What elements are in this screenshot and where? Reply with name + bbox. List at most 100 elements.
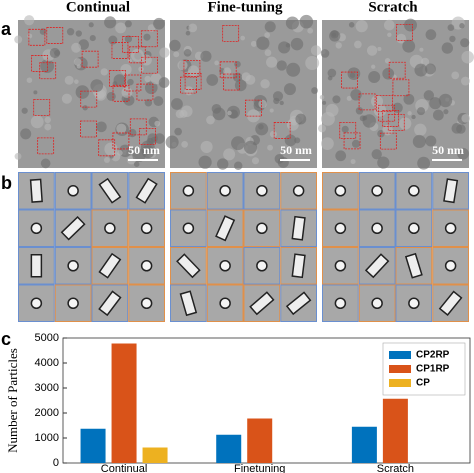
particle (364, 253, 390, 279)
particle (408, 222, 420, 234)
particle (98, 252, 122, 279)
particle (256, 185, 268, 197)
texture (124, 20, 132, 28)
texture (383, 19, 395, 31)
particle-box (180, 76, 197, 94)
texture (443, 109, 449, 115)
particle-box (388, 61, 406, 79)
particle-box (109, 70, 126, 87)
texture (104, 16, 117, 29)
texture (429, 97, 442, 110)
particle-box (376, 94, 393, 112)
texture (216, 158, 229, 170)
texture (272, 91, 284, 102)
texture (366, 45, 378, 56)
texture (127, 58, 132, 63)
particle-box (358, 93, 376, 111)
class-tile (280, 209, 317, 247)
texture (368, 71, 381, 84)
particle-box (111, 42, 129, 59)
texture (269, 108, 274, 113)
particle-box (387, 114, 405, 131)
particle (98, 177, 122, 204)
particle (219, 260, 231, 272)
texture (285, 16, 299, 30)
texture (14, 152, 22, 160)
particle (438, 290, 463, 317)
texture (233, 161, 243, 171)
texture (362, 114, 376, 128)
texture (227, 105, 240, 119)
texture (90, 79, 104, 92)
texture (402, 39, 416, 53)
particle-box (219, 61, 237, 79)
texture (49, 47, 60, 59)
texture (33, 90, 38, 95)
texture (223, 67, 232, 76)
texture (66, 28, 75, 36)
particle (219, 185, 231, 197)
texture (39, 28, 47, 35)
texture (295, 113, 307, 125)
particle (67, 185, 79, 197)
particle-box (339, 122, 357, 139)
texture (250, 40, 257, 47)
texture (341, 125, 349, 133)
texture (407, 111, 412, 116)
texture (327, 75, 333, 81)
particle (249, 291, 275, 316)
texture (174, 127, 182, 136)
texture (231, 136, 245, 151)
texture (144, 98, 153, 107)
x-tick-label: Continual (101, 463, 147, 473)
texture (177, 60, 188, 71)
particle (408, 185, 420, 197)
particle-box (136, 83, 154, 101)
texture (153, 17, 165, 30)
particle (371, 297, 383, 309)
texture (21, 107, 28, 114)
texture (260, 79, 270, 89)
texture (158, 77, 170, 88)
texture (26, 77, 33, 83)
texture (173, 51, 180, 58)
texture (108, 35, 118, 45)
texture (461, 50, 474, 64)
particle (219, 297, 231, 309)
particle-box (80, 90, 98, 108)
texture (175, 109, 185, 119)
particle-box (184, 73, 202, 90)
texture (120, 63, 132, 76)
texture (78, 39, 89, 50)
texture (283, 83, 296, 96)
texture (40, 59, 55, 74)
texture (116, 123, 127, 134)
texture (371, 95, 384, 108)
texture (347, 67, 361, 81)
particle (182, 222, 195, 234)
texture (399, 117, 412, 130)
texture (258, 124, 264, 130)
particle-box (39, 62, 57, 80)
texture (121, 86, 133, 98)
texture (403, 93, 415, 105)
texture (451, 71, 460, 80)
micrograph (18, 20, 165, 168)
texture (350, 89, 362, 101)
panel-label: b (1, 173, 12, 193)
texture (354, 40, 362, 49)
class-tile (170, 172, 207, 210)
legend-label: CP1RP (416, 364, 450, 375)
texture (183, 48, 192, 57)
texture (89, 35, 96, 42)
particle (291, 253, 306, 279)
texture (243, 140, 258, 154)
particle-box (341, 71, 358, 89)
particle (140, 297, 153, 309)
particle (135, 177, 158, 204)
particle-box (80, 120, 97, 138)
texture (113, 74, 126, 87)
texture (185, 30, 191, 36)
texture (61, 93, 72, 104)
texture (184, 86, 194, 96)
